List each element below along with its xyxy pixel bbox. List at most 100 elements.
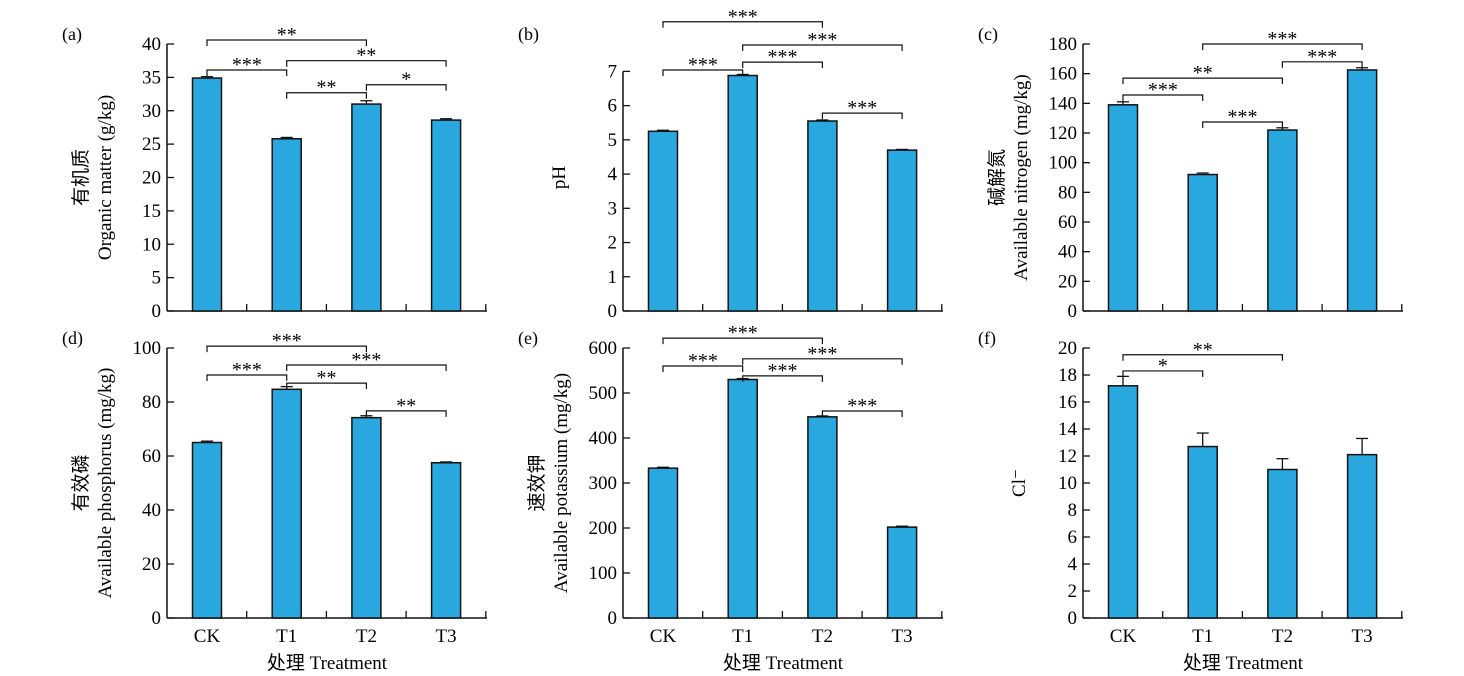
- significance-bracket: [1122, 354, 1283, 361]
- panel-c: (c) 0 20 40 60 80 100 120 140 160 180 Available nit…: [978, 24, 1403, 322]
- y-tick-label: 10: [1058, 473, 1077, 494]
- significance-bracket: [286, 92, 367, 99]
- y-tick-label: 8: [1068, 500, 1078, 521]
- bar-T1: [727, 378, 758, 619]
- significance-bracket: [742, 375, 823, 382]
- y-tick-label: 180: [1049, 34, 1078, 55]
- y-tick-label: 100: [1049, 153, 1078, 174]
- y-tick-label: 80: [1058, 182, 1077, 203]
- x-tick-label: T1: [1192, 626, 1213, 647]
- x-tick-label: CK: [650, 626, 677, 647]
- significance-label: ***: [351, 349, 381, 371]
- y-tick-label: 120: [1049, 123, 1078, 144]
- y-tick-label: 0: [608, 608, 618, 629]
- panel-label: (c): [978, 24, 998, 45]
- y-tick-label: 14: [1058, 419, 1078, 440]
- significance-bracket: [365, 84, 447, 91]
- significance-label: **: [317, 77, 337, 99]
- significance-label: **: [317, 367, 337, 389]
- significance-label: ***: [807, 343, 837, 365]
- bar-CK: [191, 77, 223, 312]
- significance-label: *: [1158, 355, 1168, 377]
- significance-label: **: [396, 395, 416, 417]
- significance-bracket: [1122, 370, 1204, 377]
- y-tick-label: 60: [1058, 212, 1077, 233]
- y-tick-label: 100: [133, 338, 162, 359]
- y-tick-label: 300: [589, 473, 618, 494]
- panel-b: (b) 0 1 2 3 4 5 6 7 pH *** *** *** *** ***: [518, 6, 943, 322]
- y-tick-label: 30: [142, 101, 161, 122]
- significance-label: ***: [688, 350, 718, 372]
- y-tick-label: 25: [142, 134, 161, 155]
- x-tick-label: CK: [194, 626, 221, 647]
- x-axis-label: 处理 Treatment: [723, 652, 844, 674]
- significance-label: ***: [1148, 79, 1178, 101]
- bar-CK: [1107, 104, 1139, 312]
- y-tick-label: 20: [142, 168, 161, 189]
- y-axis-label: Organic matter (g/kg): [95, 95, 116, 260]
- x-tick-label: T2: [812, 626, 833, 647]
- x-tick-label: T3: [436, 626, 457, 647]
- panel-label: (a): [62, 24, 82, 45]
- panel-label: (d): [62, 328, 83, 349]
- significance-bracket: [821, 112, 903, 120]
- significance-bracket: [206, 345, 367, 353]
- significance-bracket: [206, 69, 288, 77]
- panel-label: (f): [978, 328, 996, 349]
- y-axis-label: Available nitrogen (mg/kg): [1011, 74, 1032, 280]
- y-tick-label: 20: [1058, 338, 1077, 359]
- significance-label: ***: [1228, 106, 1258, 128]
- bar-T2: [807, 416, 838, 619]
- y-tick-label: 5: [608, 130, 618, 151]
- bar-T2: [1267, 129, 1298, 312]
- x-tick-label: CK: [1110, 626, 1137, 647]
- bar-T2: [351, 416, 382, 619]
- x-tick-label: T1: [276, 626, 297, 647]
- significance-label: ***: [1267, 28, 1297, 50]
- bar-CK: [191, 441, 223, 619]
- y-tick-label: 18: [1058, 365, 1077, 386]
- y-tick-label: 0: [1068, 301, 1078, 322]
- significance-bracket: [365, 410, 447, 417]
- bar-T3: [1346, 453, 1378, 619]
- y-tick-label: 600: [589, 338, 618, 359]
- significance-bracket: [286, 382, 367, 390]
- bar-CK: [647, 467, 679, 619]
- panel-label: (b): [518, 24, 539, 45]
- y-tick-label: 100: [589, 563, 618, 584]
- y-tick-label: 20: [142, 554, 161, 575]
- y-tick-label: 200: [589, 518, 618, 539]
- significance-bracket: [1122, 77, 1283, 85]
- y-tick-label: 140: [1049, 93, 1078, 114]
- panel-label: (e): [518, 328, 538, 349]
- y-tick-label: 80: [142, 392, 161, 413]
- bar-T3: [1346, 69, 1378, 312]
- y-axis-label-cn: 速效钾: [526, 454, 548, 511]
- bar-T2: [351, 103, 382, 312]
- y-tick-label: 60: [142, 446, 161, 467]
- y-tick-label: 4: [1068, 554, 1078, 575]
- bar-T3: [886, 149, 918, 312]
- y-tick-label: 6: [1068, 527, 1078, 548]
- significance-label: **: [1193, 339, 1213, 361]
- significance-label: ***: [728, 322, 758, 344]
- bar-T1: [1187, 445, 1218, 619]
- y-tick-label: 1: [608, 267, 618, 288]
- significance-label: ***: [847, 97, 877, 119]
- y-tick-label: 16: [1058, 392, 1077, 413]
- y-tick-label: 5: [152, 268, 162, 289]
- significance-bracket: [821, 410, 903, 417]
- y-axis-label-cn: 碱解氮: [986, 149, 1008, 206]
- significance-bracket: [1202, 43, 1363, 50]
- y-tick-label: 3: [608, 198, 618, 219]
- y-tick-label: 40: [142, 34, 161, 55]
- bar-T2: [1267, 468, 1298, 619]
- x-axis-label: 处理 Treatment: [1183, 652, 1304, 674]
- significance-bracket: [742, 61, 823, 69]
- y-axis-label: pH: [549, 166, 570, 190]
- y-tick-label: 160: [1049, 64, 1078, 85]
- x-tick-label: T1: [732, 626, 753, 647]
- significance-bracket: [662, 21, 823, 28]
- y-axis-label-cn: 有效磷: [70, 454, 92, 511]
- y-tick-label: 35: [142, 67, 161, 88]
